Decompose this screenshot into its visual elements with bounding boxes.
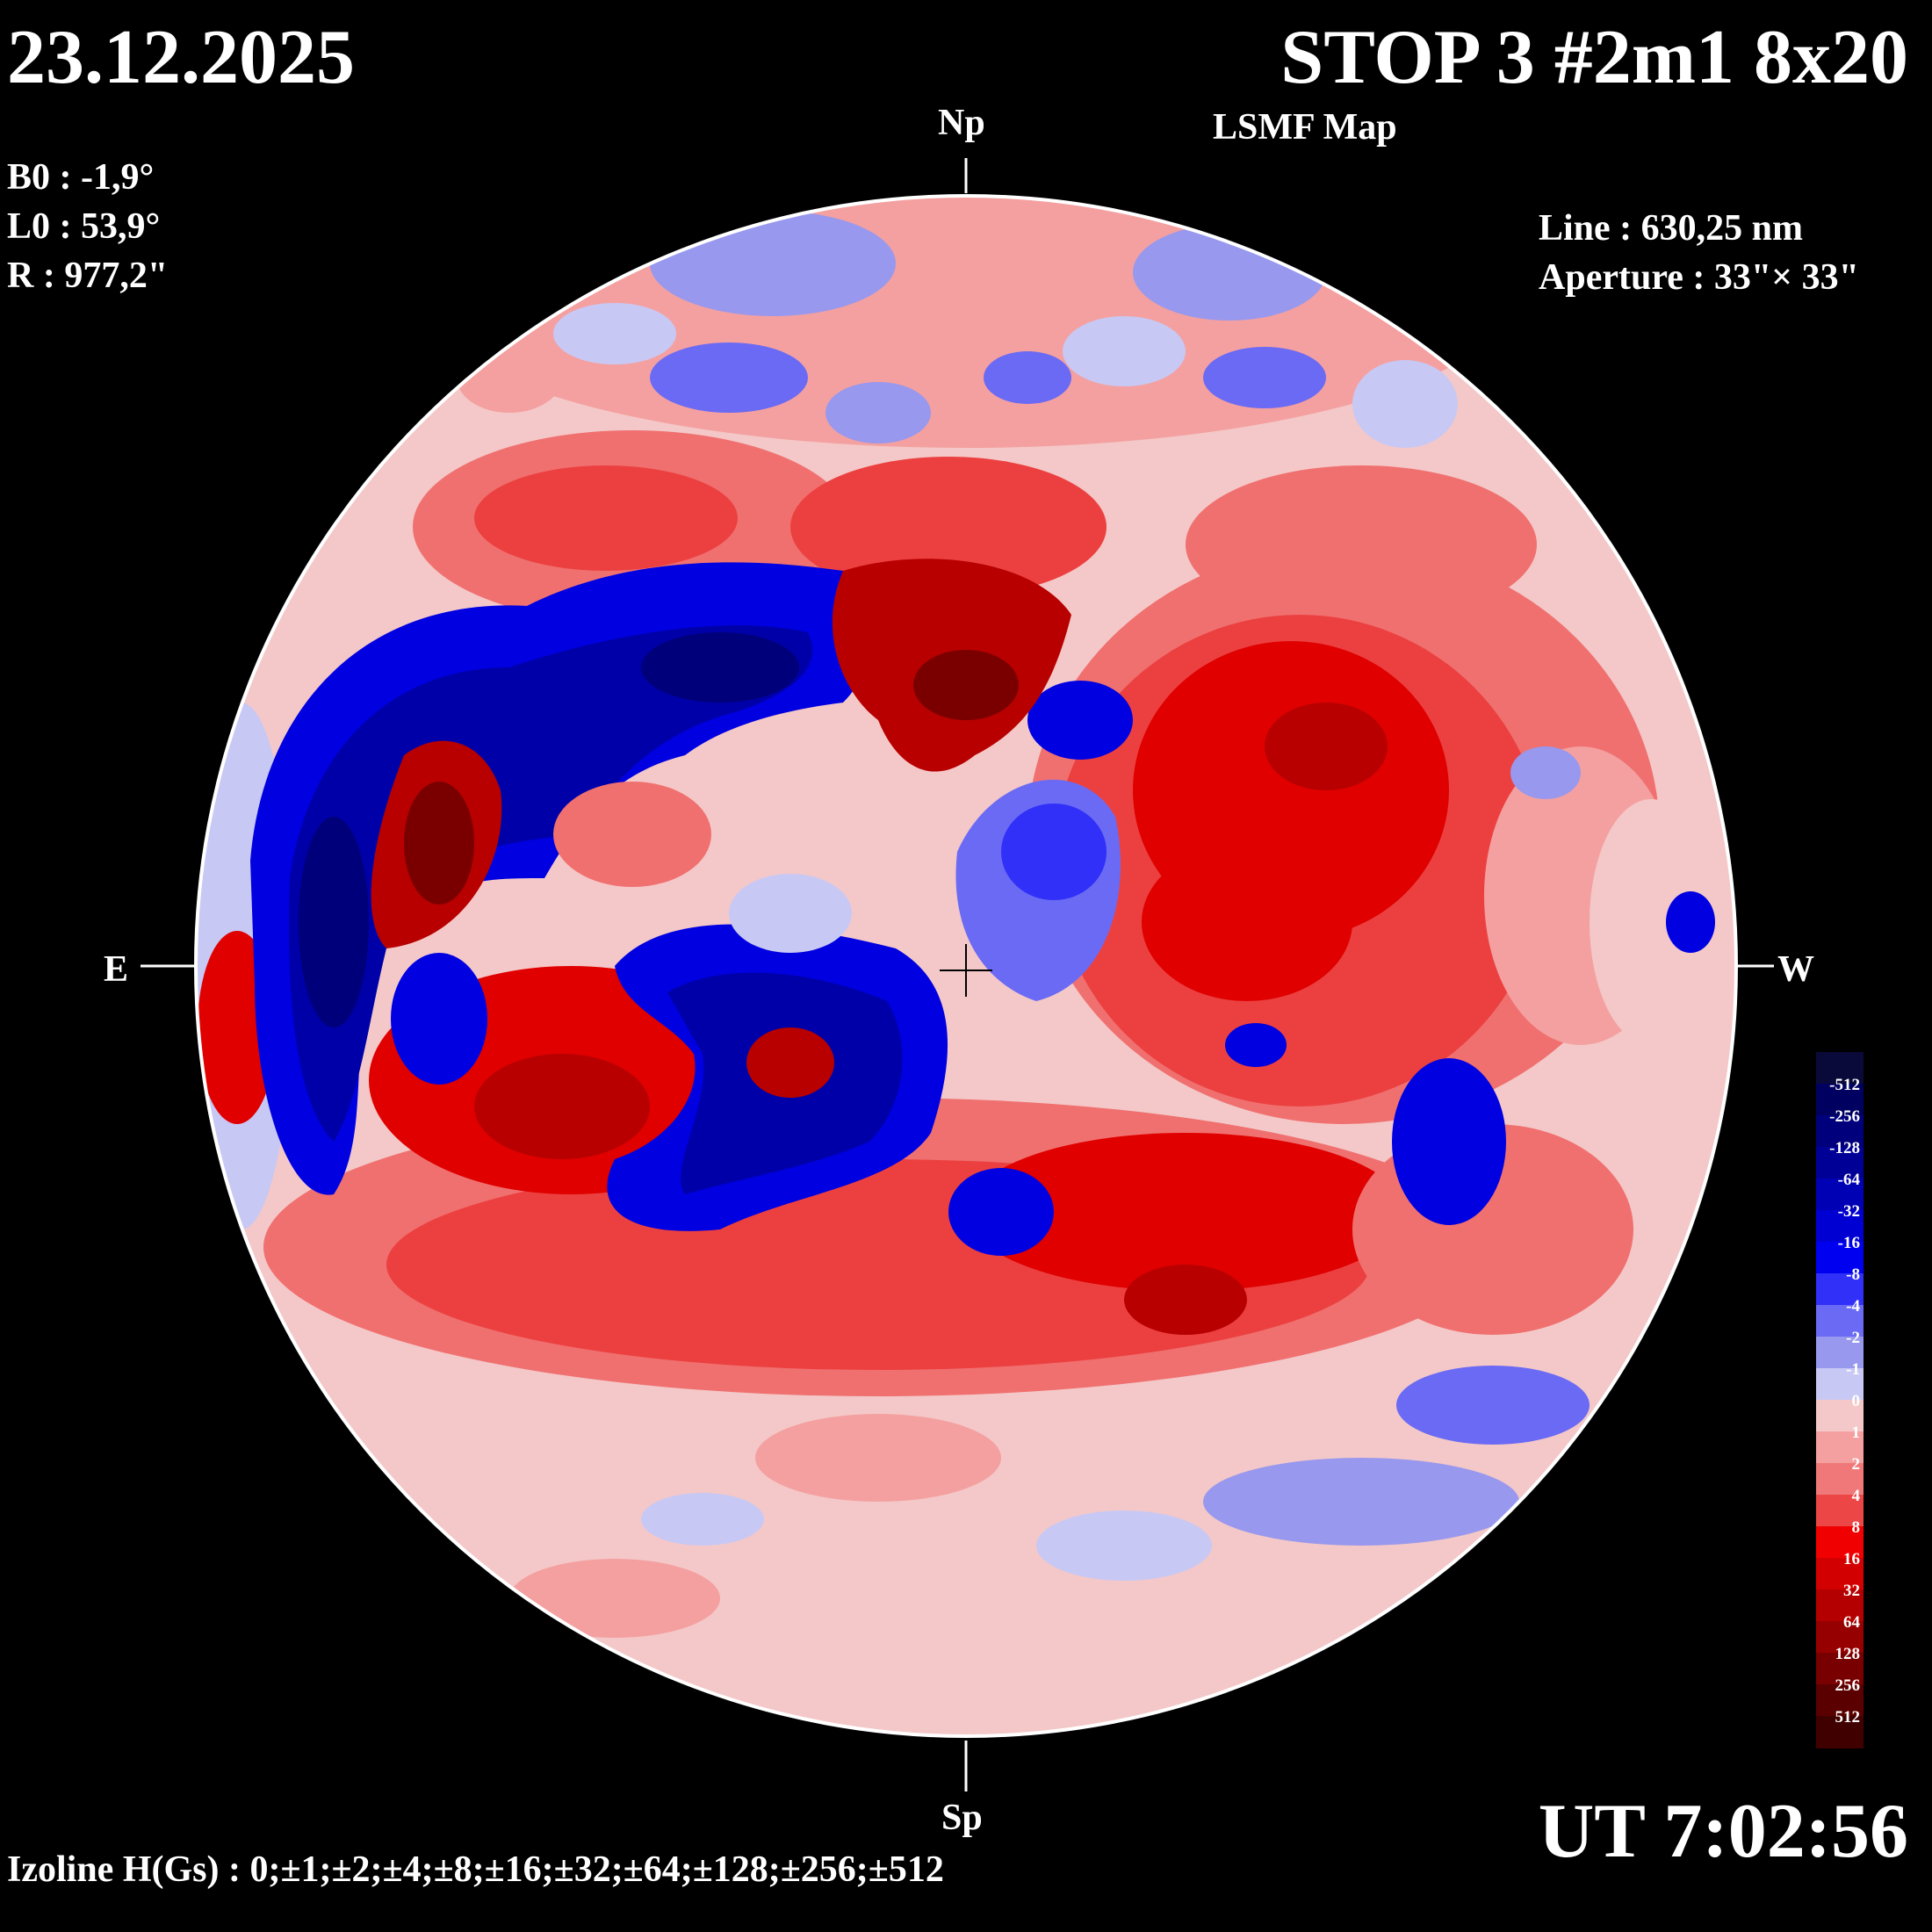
- aperture: Aperture : 33"× 33": [1539, 257, 1859, 298]
- color-swatch: [1816, 1115, 1864, 1148]
- color-scale-label: 8: [1852, 1518, 1861, 1537]
- solar-disk: [196, 196, 1736, 1736]
- isoline-legend: Izoline H(Gs) : 0;±1;±2;±4;±8;±16;±32;±6…: [7, 1849, 944, 1890]
- color-swatch: [1816, 1337, 1864, 1369]
- color-scale-label: -256: [1829, 1107, 1860, 1126]
- map-title: STOP 3 #2m1 8x20: [1280, 15, 1908, 100]
- west-label: W: [1777, 949, 1814, 990]
- color-scale-label: 256: [1835, 1676, 1861, 1695]
- west-red-region: [1027, 544, 1712, 1124]
- color-scale-label: 32: [1843, 1582, 1860, 1600]
- color-swatch: [1816, 1558, 1864, 1590]
- color-swatch: [1816, 1526, 1864, 1559]
- color-swatch: [1816, 1653, 1864, 1685]
- central-blue-region: [607, 681, 1133, 1256]
- color-swatch: [1816, 1305, 1864, 1337]
- color-scale-label: 64: [1843, 1613, 1861, 1632]
- map-subtitle: LSMF Map: [1213, 107, 1397, 148]
- color-swatch: [1816, 1242, 1864, 1274]
- color-scale-label: 1: [1852, 1424, 1861, 1442]
- color-scale-bar: -512 -256 -128 -64 -32 -16 -8 -4 -2 -1 0 1 2 4 8 16 32 64…: [1816, 1052, 1864, 1748]
- north-label: Np: [938, 103, 985, 143]
- color-swatch: [1816, 1400, 1864, 1432]
- b0-parameter: B0 : -1,9°: [7, 157, 155, 198]
- color-scale-label: -8: [1846, 1265, 1860, 1284]
- color-swatch: [1816, 1590, 1864, 1622]
- south-label: Sp: [941, 1798, 983, 1838]
- color-scale-label: 128: [1835, 1645, 1861, 1663]
- radius-parameter: R : 977,2": [7, 256, 169, 296]
- color-swatch: [1816, 1463, 1864, 1496]
- color-scale-label: 4: [1852, 1487, 1861, 1505]
- color-scale-label: -16: [1838, 1234, 1860, 1252]
- color-swatch: [1816, 1621, 1864, 1654]
- observation-date: 23.12.2025: [7, 15, 355, 100]
- spectral-line: Line : 630,25 nm: [1539, 208, 1804, 249]
- color-swatch: [1816, 1210, 1864, 1243]
- color-swatch: [1816, 1368, 1864, 1401]
- l0-parameter: L0 : 53,9°: [7, 206, 161, 247]
- color-scale-label: 2: [1852, 1455, 1861, 1474]
- color-swatch: [1816, 1716, 1864, 1748]
- color-swatch: [1816, 1495, 1864, 1527]
- color-scale-label: -1: [1846, 1360, 1860, 1379]
- color-swatch: [1816, 1052, 1864, 1085]
- east-blue-region: [250, 562, 873, 1195]
- central-red-region: [832, 559, 1071, 772]
- color-scale-label: -64: [1838, 1171, 1861, 1189]
- color-scale-label: -128: [1829, 1139, 1860, 1157]
- color-scale-label: -512: [1829, 1076, 1860, 1094]
- universal-time: UT 7:02:56: [1538, 1789, 1908, 1874]
- east-label: E: [104, 949, 129, 990]
- center-crosshair: [940, 944, 992, 997]
- color-swatch: [1816, 1273, 1864, 1306]
- color-scale-label: 512: [1835, 1708, 1861, 1727]
- color-scale-label: 0: [1852, 1392, 1861, 1410]
- color-scale-label: 16: [1843, 1550, 1860, 1568]
- color-swatch: [1816, 1179, 1864, 1211]
- color-swatch: [1816, 1684, 1864, 1717]
- color-swatch: [1816, 1431, 1864, 1464]
- color-scale-label: -2: [1846, 1329, 1860, 1347]
- color-swatch: [1816, 1147, 1864, 1179]
- color-scale-label: -4: [1846, 1297, 1860, 1316]
- color-scale-label: -32: [1838, 1202, 1860, 1221]
- west-blue-patches: [1225, 746, 1715, 1225]
- color-swatch: [1816, 1084, 1864, 1116]
